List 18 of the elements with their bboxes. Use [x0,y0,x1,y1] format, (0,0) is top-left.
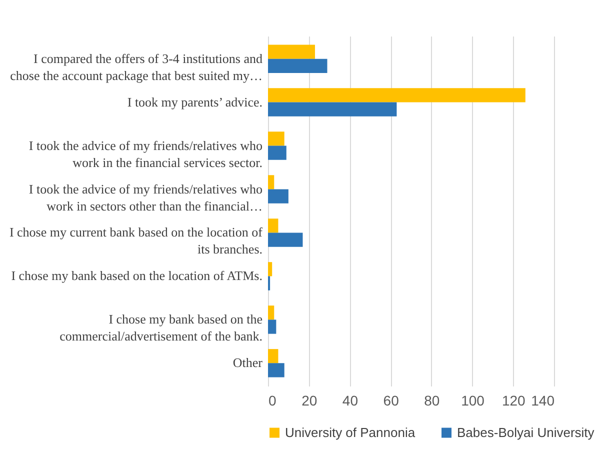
y-tick-label: I took the advice of my friends/relatives who work in sectors other than the financial… [28,181,262,214]
x-tick-label: 20 [302,392,318,408]
x-tick-label: 100 [461,392,485,408]
y-tick-label: I took the advice of my friends/relatives who work in the financial services sector. [28,138,262,170]
x-tick-label: 60 [383,392,400,408]
y-tick-label: I chose my bank based on the commercial/advertisement of the bank. [60,312,263,344]
y-tick-label: I compared the offers of 3-4 institutions and chose the account package that best suited my… [10,50,263,83]
x-tick-label: 120 [502,392,526,408]
y-tick-label: I took my parents’ advice. [127,94,262,110]
y-tick-label: Other [232,355,264,370]
x-tick-label: 0 [268,392,276,408]
legend-label: University of Pannonia [285,424,416,440]
x-tick-label: 140 [531,392,555,408]
legend-label: Babes-Bolyai University [457,424,595,440]
x-tick-label: 80 [424,392,440,408]
y-tick-label: I chose my current bank based on the location of its branches. [9,224,264,257]
x-tick-label: 40 [342,392,358,408]
y-tick-label: I chose my bank based on the location of ATMs. [11,268,262,284]
